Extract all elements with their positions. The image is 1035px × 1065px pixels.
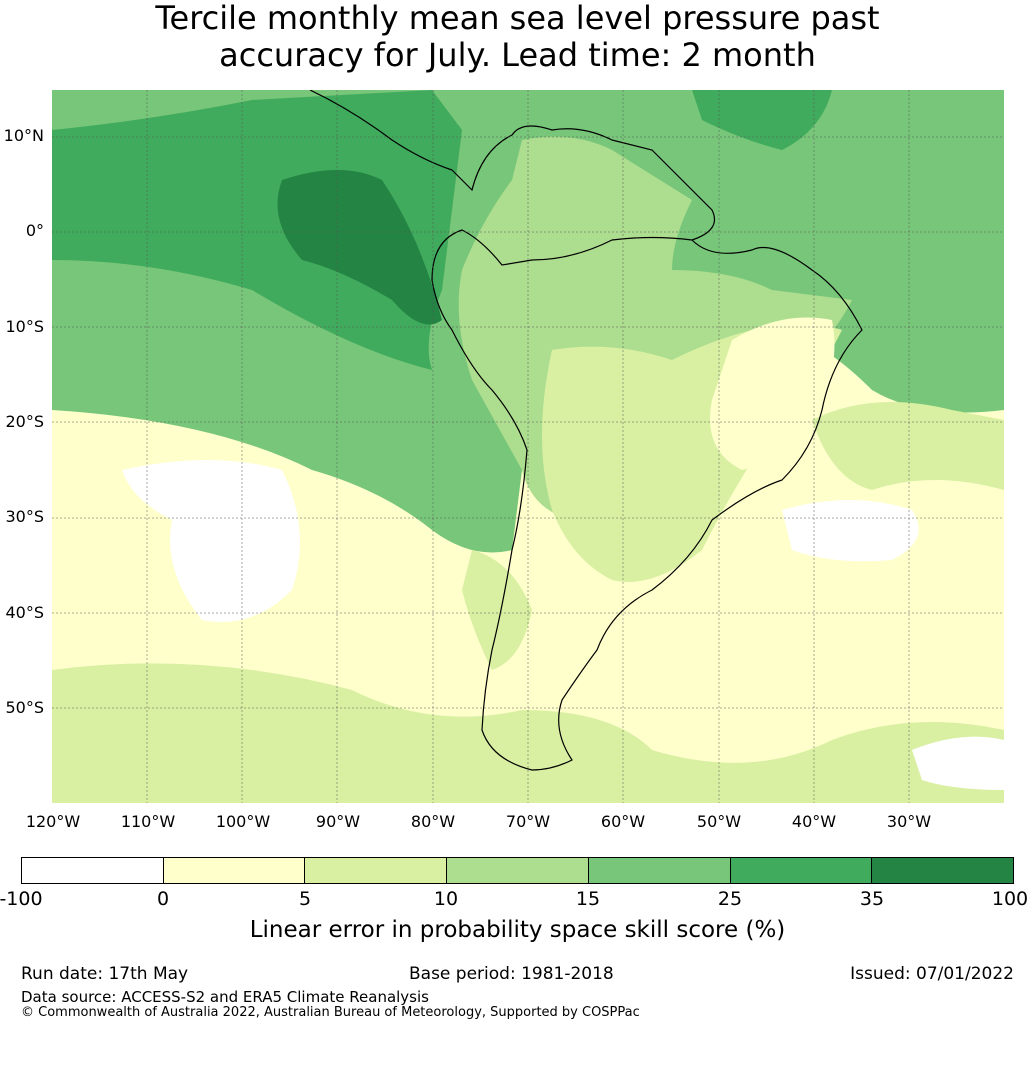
- south-america-coastline: [309, 90, 863, 771]
- base-period: Base period: 1981-2018: [409, 964, 614, 984]
- lon-label-90w: 90°W: [315, 812, 361, 831]
- lon-label-30w: 30°W: [886, 812, 932, 831]
- colorbar-tick-neg100: -100: [0, 888, 43, 910]
- zone-neg-100-0-southeast: [912, 736, 1004, 790]
- zone-5-10-atlantic: [812, 402, 1004, 490]
- graticule: [52, 90, 1004, 803]
- colorbar-tick-10: 10: [433, 888, 459, 910]
- run-date: Run date: 17th May: [21, 964, 189, 984]
- colorbar-swatch-10-15: [447, 858, 589, 883]
- lon-label-100w: 100°W: [215, 812, 271, 831]
- colorbar-swatch-25-35: [730, 858, 873, 883]
- zone-35-100: [277, 170, 442, 325]
- colorbar-tick-5: 5: [298, 888, 312, 910]
- colorbar-label: Linear error in probability space skill …: [249, 917, 786, 943]
- colorbar-swatch-15-25: [588, 858, 731, 883]
- lon-label-60w: 60°W: [600, 812, 646, 831]
- lat-label-50s: 50°S: [5, 698, 44, 717]
- colorbar-swatch-5-10: [305, 858, 448, 883]
- zone-25-35-atlantic: [692, 90, 832, 150]
- lon-label-110w: 110°W: [120, 812, 176, 831]
- zone-neg-100-0-atlantic: [782, 500, 919, 562]
- colorbar-tick-0: 0: [156, 888, 170, 910]
- lat-label-0: 0°: [25, 221, 44, 240]
- lat-label-10n: 10°N: [3, 126, 44, 145]
- zone-0-5-brazil: [710, 317, 835, 470]
- zone-5-10-mid: [462, 550, 532, 670]
- map-title: Tercile monthly mean sea level pressure …: [0, 0, 1035, 74]
- title-line-1: Tercile monthly mean sea level pressure …: [155, 0, 880, 37]
- lon-label-80w: 80°W: [410, 812, 456, 831]
- lon-label-40w: 40°W: [791, 812, 837, 831]
- lat-label-40s: 40°S: [5, 603, 44, 622]
- colorbar-tick-15: 15: [575, 888, 601, 910]
- colorbar-tick-100: 100: [991, 888, 1029, 910]
- colorbar: [21, 857, 1014, 884]
- colorbar-swatch-neg100-0: [22, 858, 164, 883]
- data-source: Data source: ACCESS-S2 and ERA5 Climate …: [21, 988, 429, 1006]
- lat-label-10s: 10°S: [5, 317, 44, 336]
- colorbar-tick-35: 35: [859, 888, 885, 910]
- zone-25-35: [52, 90, 462, 370]
- lon-label-70w: 70°W: [505, 812, 551, 831]
- colorbar-swatch-35-100: [872, 858, 1014, 883]
- map-canvas: [52, 90, 1004, 803]
- lat-label-30s: 30°S: [5, 507, 44, 526]
- colorbar-tick-25: 25: [717, 888, 743, 910]
- lon-label-50w: 50°W: [696, 812, 742, 831]
- zone-neg-100-0-pacific: [122, 460, 300, 622]
- copyright: © Commonwealth of Australia 2022, Austra…: [21, 1005, 640, 1020]
- title-line-2: accuracy for July. Lead time: 2 month: [219, 36, 816, 74]
- lon-label-120w: 120°W: [25, 812, 81, 831]
- colorbar-swatch-0-5: [163, 858, 306, 883]
- issued-date: Issued: 07/01/2022: [850, 964, 1014, 984]
- lat-label-20s: 20°S: [5, 412, 44, 431]
- skill-score-map: [52, 90, 1004, 803]
- zone-5-10-south: [52, 663, 1004, 803]
